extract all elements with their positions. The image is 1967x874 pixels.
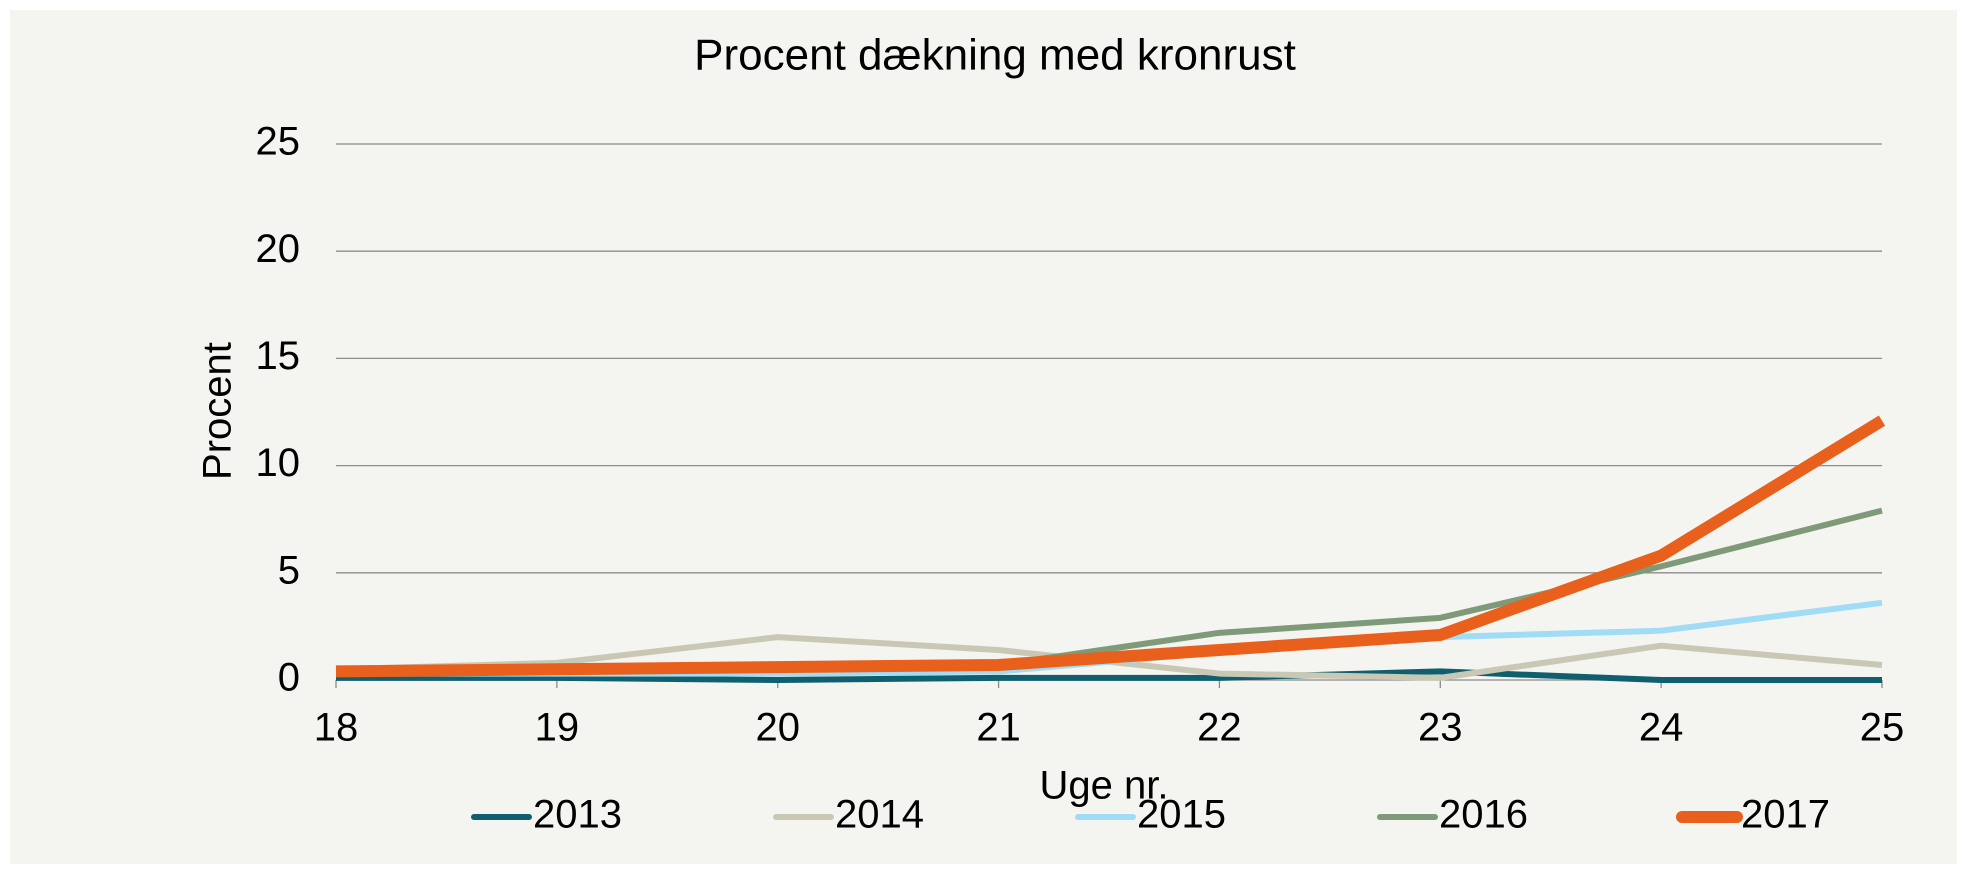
y-tick-label: 20 (256, 227, 301, 271)
x-tick-label: 23 (1418, 706, 1463, 750)
x-tick-label: 24 (1639, 706, 1684, 750)
x-tick-label: 21 (976, 706, 1021, 750)
y-tick-label: 15 (256, 334, 301, 378)
chart-title: Procent dækning med kronrust (694, 31, 1296, 80)
x-axis-label: Uge nr. (1040, 764, 1169, 808)
x-tick-label: 19 (535, 706, 580, 750)
series-line (336, 668, 1882, 683)
legend-label: 2014 (835, 793, 924, 837)
x-tick-label: 18 (314, 706, 359, 750)
y-axis-label: Procent (196, 342, 240, 480)
background (10, 10, 1957, 864)
y-tick-label: 5 (278, 548, 300, 592)
x-tick-label: 22 (1197, 706, 1242, 750)
y-tick-label: 10 (256, 441, 301, 485)
legend-label: 2016 (1439, 793, 1528, 837)
series-line (335, 415, 1886, 678)
legend-label: 2013 (533, 793, 622, 837)
y-tick-label: 0 (278, 656, 300, 700)
legend-label: 2017 (1741, 793, 1830, 837)
y-tick-label: 25 (256, 120, 301, 164)
x-tick-label: 20 (755, 706, 800, 750)
legend-label: 2015 (1137, 793, 1226, 837)
x-tick-label: 25 (1860, 706, 1905, 750)
